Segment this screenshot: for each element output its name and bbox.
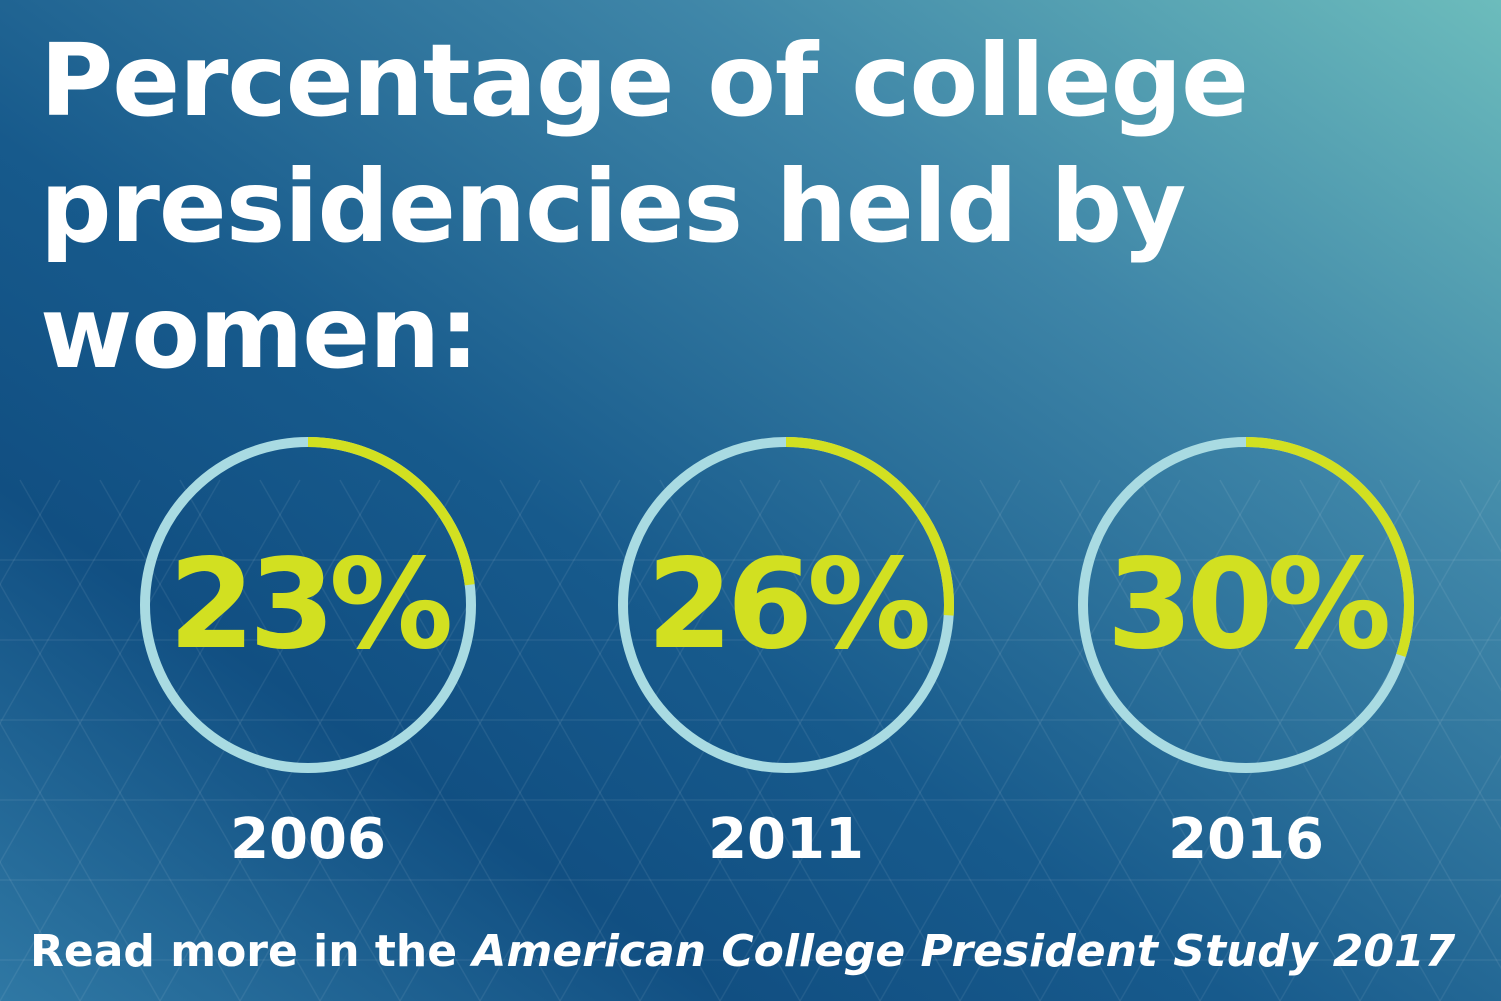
donut-2011: 26% 2011 [618, 437, 954, 872]
year-label-2006: 2006 [230, 807, 386, 872]
donut-2006: 23% 2006 [140, 437, 476, 872]
year-label-2011: 2011 [708, 807, 864, 872]
donut-2016: 30% 2016 [1078, 437, 1414, 872]
page-title: Percentage of college presidencies held … [40, 22, 1249, 391]
footer-prefix: Read more in the [30, 926, 458, 977]
ring-arc-2011 [618, 437, 954, 773]
footer-note: Read more in the American College Presid… [30, 922, 1480, 982]
year-label-2016: 2016 [1168, 807, 1324, 872]
publication-title: American College President Study 2017 [472, 926, 1456, 977]
value-label-2016: 30% [1107, 533, 1389, 677]
ring-arc-2006 [140, 437, 476, 773]
value-label-2011: 26% [647, 533, 929, 677]
ring-arc-2016 [1078, 437, 1414, 773]
value-label-2006: 23% [169, 533, 451, 677]
